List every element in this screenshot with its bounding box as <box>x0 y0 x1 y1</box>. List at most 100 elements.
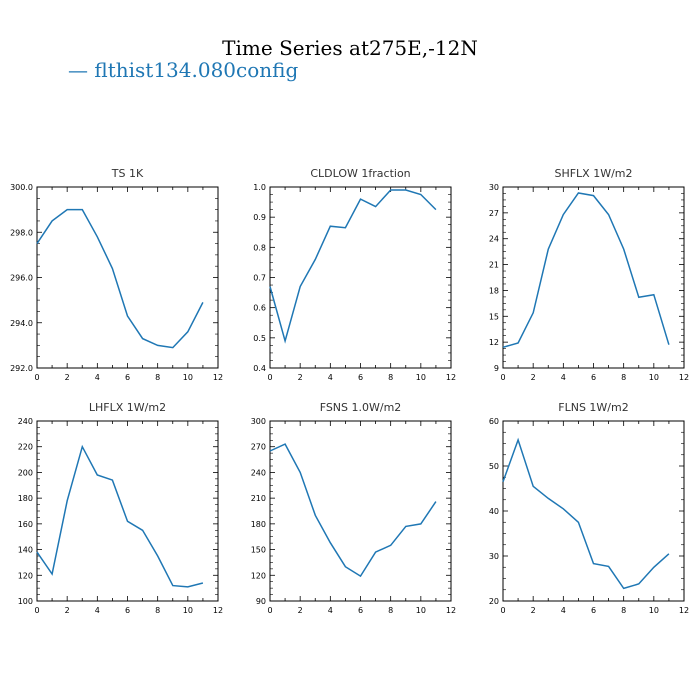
panel-title: FSNS 1.0W/m2 <box>320 401 402 414</box>
y-tick-label: 21 <box>489 261 499 270</box>
x-tick-label: 8 <box>388 606 393 615</box>
y-tick-label: 200 <box>18 468 33 477</box>
x-tick-label: 4 <box>561 606 566 615</box>
x-tick-label: 8 <box>621 373 626 382</box>
y-tick-label: 27 <box>489 209 499 218</box>
y-tick-label: 30 <box>489 183 499 192</box>
x-tick-label: 0 <box>267 373 272 382</box>
x-tick-label: 2 <box>65 373 70 382</box>
y-tick-label: 150 <box>251 546 266 555</box>
x-tick-label: 4 <box>328 373 333 382</box>
plot-frame <box>269 186 452 369</box>
y-tick-label: 292.0 <box>10 364 33 373</box>
x-tick-label: 12 <box>446 606 456 615</box>
x-tick-label: 2 <box>531 373 536 382</box>
x-tick-label: 8 <box>155 606 160 615</box>
x-tick-label: 8 <box>621 606 626 615</box>
x-tick-label: 10 <box>183 606 193 615</box>
x-tick-label: 0 <box>500 373 505 382</box>
y-tick-label: 60 <box>489 417 499 426</box>
y-tick-label: 160 <box>18 520 33 529</box>
x-tick-label: 12 <box>679 606 689 615</box>
y-tick-label: 220 <box>18 443 33 452</box>
x-tick-label: 0 <box>267 606 272 615</box>
y-tick-label: 270 <box>251 443 266 452</box>
x-tick-label: 10 <box>649 606 659 615</box>
x-tick-label: 4 <box>328 606 333 615</box>
y-tick-label: 50 <box>489 462 499 471</box>
plot-frame <box>36 186 219 369</box>
x-tick-label: 12 <box>446 373 456 382</box>
y-tick-label: 300.0 <box>10 183 33 192</box>
x-tick-label: 12 <box>679 373 689 382</box>
y-tick-label: 40 <box>489 507 499 516</box>
x-tick-label: 2 <box>298 606 303 615</box>
x-tick-label: 4 <box>561 373 566 382</box>
figure-title: Time Series at275E,-12N <box>222 36 478 60</box>
x-tick-label: 0 <box>34 606 39 615</box>
series-line <box>502 192 670 349</box>
y-tick-label: 120 <box>18 571 33 580</box>
y-tick-label: 30 <box>489 552 499 561</box>
x-tick-label: 8 <box>388 373 393 382</box>
plot-frame <box>269 420 452 602</box>
panel-title: FLNS 1W/m2 <box>558 401 628 414</box>
y-tick-label: 294.0 <box>10 319 33 328</box>
y-tick-label: 240 <box>251 468 266 477</box>
x-tick-label: 10 <box>649 373 659 382</box>
x-tick-label: 2 <box>298 373 303 382</box>
series-line <box>269 443 437 578</box>
plot-frame <box>502 186 685 369</box>
y-tick-label: 1.0 <box>253 183 266 192</box>
legend-entry: — flthist134.080config <box>68 58 299 82</box>
series-line <box>502 437 670 590</box>
x-tick-label: 8 <box>155 373 160 382</box>
panel-title: LHFLX 1W/m2 <box>89 401 166 414</box>
series-line <box>36 208 204 349</box>
x-tick-label: 6 <box>591 606 596 615</box>
x-tick-label: 0 <box>34 373 39 382</box>
x-tick-label: 6 <box>125 373 130 382</box>
y-tick-label: 300 <box>251 417 266 426</box>
x-tick-label: 12 <box>213 373 223 382</box>
y-tick-label: 100 <box>18 597 33 606</box>
x-tick-label: 10 <box>183 373 193 382</box>
x-tick-label: 10 <box>416 606 426 615</box>
panel-title: CLDLOW 1fraction <box>310 167 410 180</box>
chart-panel-5: FLNS 1W/m2 0 2 4 6 8 10 12 20 30 40 50 60 <box>489 401 689 615</box>
x-tick-label: 4 <box>95 373 100 382</box>
panel-title: SHFLX 1W/m2 <box>554 167 632 180</box>
y-tick-label: 20 <box>489 597 499 606</box>
y-tick-label: 15 <box>489 312 499 321</box>
x-tick-label: 6 <box>125 606 130 615</box>
y-tick-label: 0.8 <box>253 243 266 252</box>
y-tick-label: 0.7 <box>253 274 266 283</box>
y-tick-label: 140 <box>18 546 33 555</box>
x-tick-label: 6 <box>591 373 596 382</box>
y-tick-label: 298.0 <box>10 228 33 237</box>
x-tick-label: 12 <box>213 606 223 615</box>
plot-frame <box>502 420 685 602</box>
panel-title: TS 1K <box>111 167 144 180</box>
x-tick-label: 0 <box>500 606 505 615</box>
y-tick-label: 180 <box>18 494 33 503</box>
series-line <box>269 189 437 344</box>
x-tick-label: 2 <box>65 606 70 615</box>
y-tick-label: 180 <box>251 520 266 529</box>
y-tick-label: 120 <box>251 571 266 580</box>
y-tick-label: 0.6 <box>253 304 266 313</box>
x-tick-label: 6 <box>358 373 363 382</box>
y-tick-label: 0.9 <box>253 213 266 222</box>
y-tick-label: 0.5 <box>253 334 266 343</box>
chart-panel-0: TS 1K 0 2 4 6 8 10 12 292.0 294.0 296.0 298.0 300.0 <box>10 167 223 382</box>
y-tick-label: 24 <box>489 235 499 244</box>
x-tick-label: 10 <box>416 373 426 382</box>
series-line <box>36 444 204 588</box>
y-tick-label: 296.0 <box>10 274 33 283</box>
y-tick-label: 18 <box>489 286 499 295</box>
chart-panel-1: CLDLOW 1fraction 0 2 4 6 8 10 12 0.4 0.5 0.6 0.7 0.8… <box>253 167 456 382</box>
y-tick-label: 9 <box>494 364 499 373</box>
y-tick-label: 240 <box>18 417 33 426</box>
